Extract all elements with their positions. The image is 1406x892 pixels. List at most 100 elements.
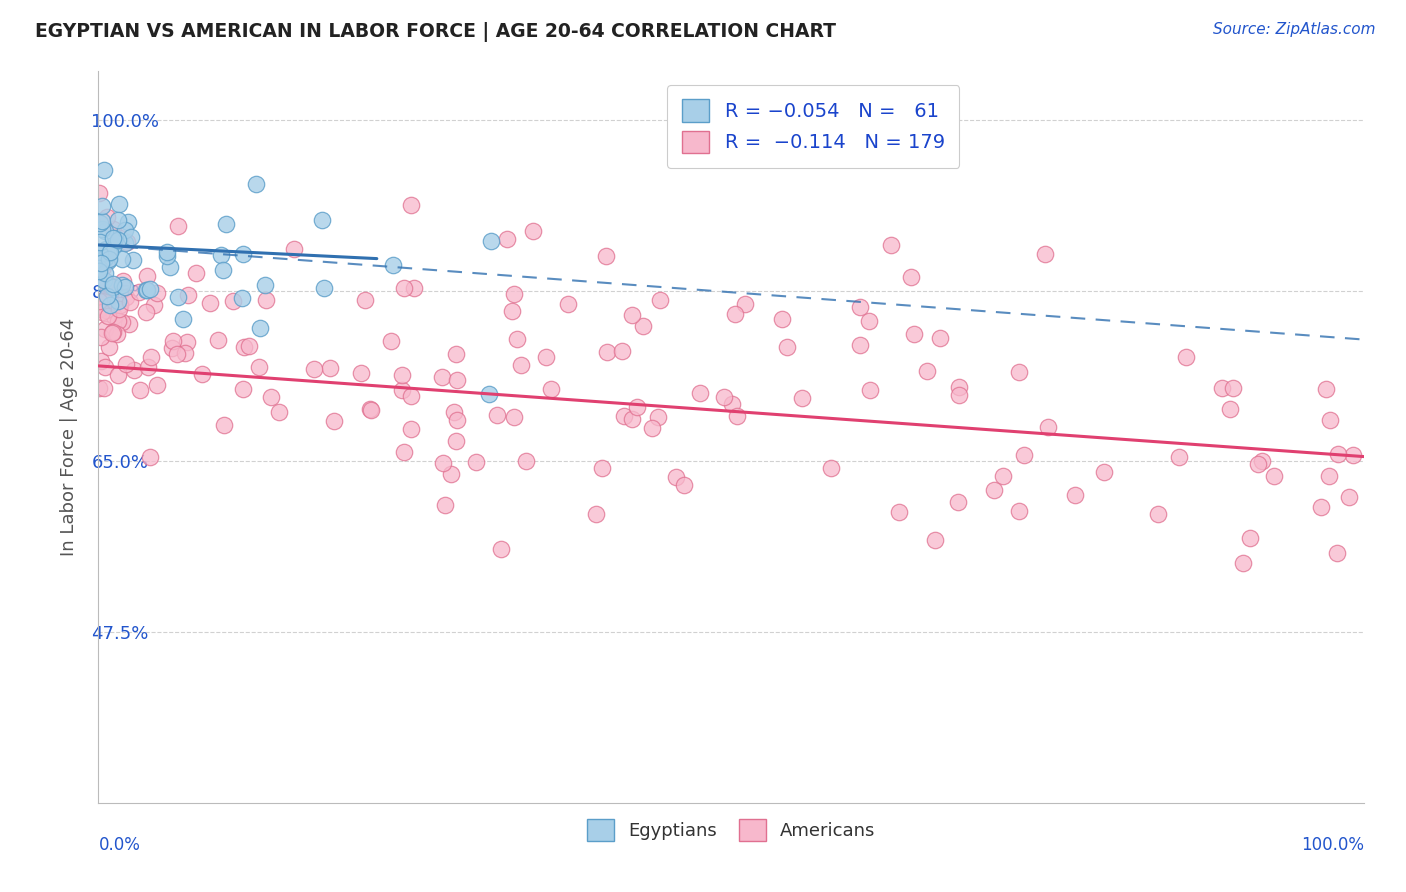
Point bbox=[254, 278, 277, 293]
Point bbox=[98, 244, 121, 259]
Point bbox=[626, 400, 648, 414]
Point bbox=[101, 231, 124, 245]
Point bbox=[1247, 458, 1270, 472]
Point bbox=[142, 297, 165, 311]
Point bbox=[1319, 413, 1341, 427]
Point bbox=[948, 388, 970, 402]
Point bbox=[849, 338, 872, 352]
Point bbox=[621, 412, 644, 426]
Point bbox=[399, 197, 422, 211]
Point bbox=[90, 305, 112, 319]
Point bbox=[900, 270, 922, 285]
Point bbox=[596, 345, 619, 359]
Point bbox=[90, 330, 112, 344]
Point bbox=[117, 235, 139, 250]
Point bbox=[640, 421, 662, 435]
Point bbox=[1327, 446, 1350, 460]
Point bbox=[135, 269, 157, 284]
Point bbox=[97, 309, 120, 323]
Point bbox=[790, 391, 813, 405]
Point bbox=[96, 295, 118, 310]
Point bbox=[734, 297, 756, 311]
Point bbox=[89, 260, 111, 275]
Point bbox=[1239, 531, 1261, 545]
Point bbox=[146, 286, 169, 301]
Point bbox=[392, 280, 415, 294]
Point bbox=[610, 343, 633, 358]
Point bbox=[522, 224, 544, 238]
Point bbox=[631, 319, 654, 334]
Point bbox=[432, 456, 454, 470]
Point bbox=[772, 312, 794, 326]
Point bbox=[440, 467, 463, 482]
Point bbox=[117, 215, 139, 229]
Point bbox=[90, 354, 112, 368]
Point bbox=[444, 347, 467, 361]
Point bbox=[887, 505, 910, 519]
Point bbox=[101, 326, 124, 341]
Point bbox=[146, 378, 169, 392]
Point bbox=[159, 260, 181, 274]
Point bbox=[111, 274, 134, 288]
Point bbox=[136, 283, 159, 297]
Point bbox=[510, 359, 533, 373]
Point bbox=[94, 275, 117, 289]
Point bbox=[160, 341, 183, 355]
Point bbox=[115, 290, 138, 304]
Point bbox=[1167, 450, 1189, 464]
Point bbox=[93, 381, 115, 395]
Point bbox=[585, 507, 607, 521]
Point bbox=[432, 369, 454, 384]
Point bbox=[87, 381, 110, 395]
Point bbox=[380, 334, 402, 348]
Point bbox=[94, 359, 117, 374]
Point bbox=[353, 293, 375, 307]
Point bbox=[94, 267, 117, 281]
Point bbox=[162, 334, 184, 348]
Point bbox=[557, 297, 579, 311]
Point bbox=[776, 340, 799, 354]
Point bbox=[93, 252, 115, 266]
Point bbox=[107, 213, 129, 227]
Point bbox=[122, 363, 145, 377]
Point bbox=[87, 186, 110, 200]
Point bbox=[540, 382, 562, 396]
Point bbox=[90, 255, 112, 269]
Point bbox=[446, 413, 468, 427]
Point bbox=[1014, 448, 1036, 462]
Point bbox=[915, 364, 938, 378]
Point bbox=[212, 417, 235, 432]
Point bbox=[665, 470, 688, 484]
Point bbox=[465, 455, 488, 469]
Point bbox=[120, 229, 142, 244]
Point bbox=[89, 247, 111, 261]
Point bbox=[167, 289, 190, 303]
Point bbox=[117, 318, 139, 332]
Point bbox=[267, 405, 290, 419]
Point bbox=[1211, 381, 1233, 395]
Point bbox=[283, 242, 305, 256]
Point bbox=[478, 387, 501, 401]
Point bbox=[107, 293, 129, 308]
Point bbox=[94, 242, 117, 256]
Point bbox=[121, 252, 143, 267]
Point bbox=[98, 252, 121, 266]
Point bbox=[90, 214, 112, 228]
Point bbox=[114, 280, 136, 294]
Point bbox=[93, 162, 115, 177]
Point bbox=[111, 252, 134, 267]
Point bbox=[1310, 500, 1333, 514]
Point bbox=[993, 469, 1015, 483]
Point bbox=[650, 293, 672, 307]
Point bbox=[215, 217, 238, 231]
Point bbox=[103, 277, 125, 291]
Point bbox=[98, 279, 121, 293]
Point bbox=[254, 293, 277, 307]
Point bbox=[322, 414, 344, 428]
Point bbox=[111, 315, 134, 329]
Point bbox=[191, 367, 214, 381]
Point bbox=[114, 223, 136, 237]
Point bbox=[101, 222, 124, 236]
Point bbox=[501, 303, 523, 318]
Point bbox=[924, 533, 946, 547]
